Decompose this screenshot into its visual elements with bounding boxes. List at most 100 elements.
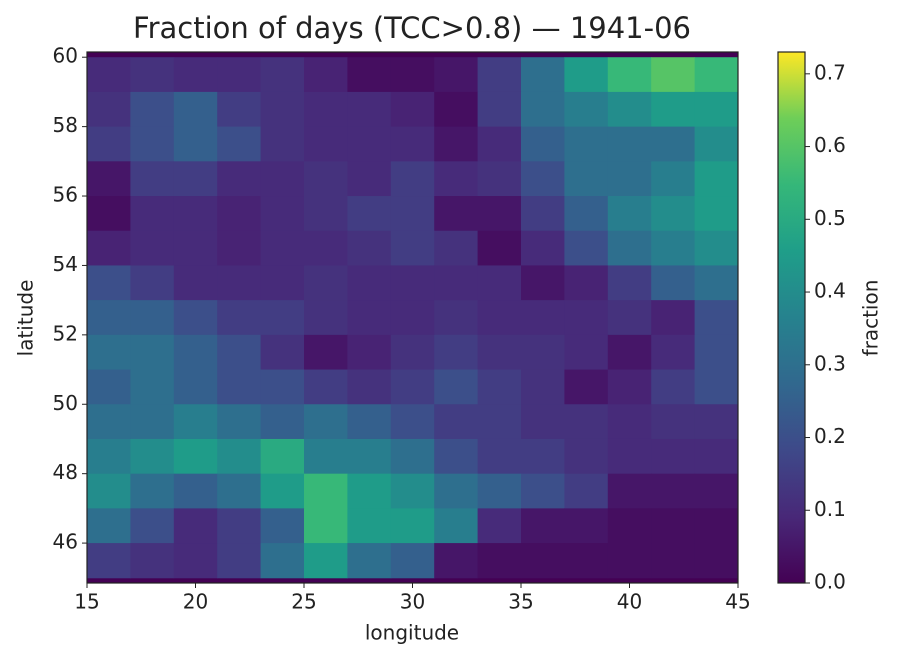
y-tick-label: 48 [53, 460, 78, 484]
cell [260, 265, 305, 301]
cell [434, 369, 479, 405]
cell [434, 438, 479, 475]
cell [347, 230, 392, 266]
colorbar-label: fraction [859, 280, 883, 357]
cell [260, 334, 305, 371]
cell [477, 438, 522, 475]
y-tick-label: 60 [53, 44, 78, 68]
cell [607, 300, 652, 336]
cell [130, 161, 175, 197]
cell [434, 473, 479, 509]
cell [477, 196, 522, 232]
cell [694, 508, 738, 544]
cell [260, 300, 305, 336]
x-tick-label: 25 [291, 590, 316, 614]
cell [477, 230, 522, 266]
cell [173, 265, 218, 301]
cell [130, 473, 175, 509]
cell [217, 543, 262, 579]
cell [130, 126, 175, 162]
cell [87, 161, 131, 197]
cell [173, 438, 218, 475]
cell [607, 196, 652, 232]
cell [87, 91, 131, 128]
cell [304, 265, 348, 301]
cell [87, 265, 131, 301]
colorbar-tick-label: 0.0 [814, 570, 846, 594]
cell [564, 57, 609, 93]
cell [87, 57, 131, 93]
cell [651, 57, 696, 93]
cell [694, 265, 738, 301]
cell [607, 334, 652, 371]
cell [390, 126, 435, 162]
cell [87, 230, 131, 266]
cell [607, 369, 652, 405]
cell [173, 230, 218, 266]
cell [477, 473, 522, 509]
cell [521, 334, 565, 371]
x-tick-label: 45 [725, 590, 750, 614]
cell [434, 126, 479, 162]
cell [130, 543, 175, 579]
x-tick-label: 30 [400, 590, 425, 614]
cell [651, 404, 696, 440]
colorbar-tick-label: 0.4 [814, 279, 846, 303]
cell [694, 196, 738, 232]
x-tick-label: 40 [617, 590, 642, 614]
cell [694, 300, 738, 336]
cell [607, 404, 652, 440]
cell [130, 334, 175, 371]
cell [130, 404, 175, 440]
cell [477, 334, 522, 371]
cell [694, 57, 738, 93]
cell [607, 230, 652, 266]
cell [434, 91, 479, 128]
cell [390, 543, 435, 579]
cell [130, 508, 175, 544]
cell [304, 300, 348, 336]
y-tick-label: 52 [53, 321, 78, 345]
cell [434, 265, 479, 301]
cell [347, 334, 392, 371]
cell [564, 369, 609, 405]
cell [304, 508, 348, 544]
cell [130, 91, 175, 128]
cell [217, 91, 262, 128]
cell [477, 126, 522, 162]
cell [651, 438, 696, 475]
cell [173, 508, 218, 544]
cell [347, 438, 392, 475]
cell [304, 161, 348, 197]
cell [260, 404, 305, 440]
cell [304, 334, 348, 371]
colorbar-tick-label: 0.6 [814, 133, 846, 157]
cell [87, 404, 131, 440]
cell [390, 196, 435, 232]
cell [651, 473, 696, 509]
colorbar-tick-label: 0.2 [814, 424, 846, 448]
cell [217, 369, 262, 405]
cell [260, 369, 305, 405]
cell [217, 473, 262, 509]
cell [260, 508, 305, 544]
cell [651, 126, 696, 162]
cell [304, 230, 348, 266]
cell [217, 300, 262, 336]
cell [217, 508, 262, 544]
cell [347, 300, 392, 336]
cell [694, 91, 738, 128]
cell [521, 404, 565, 440]
x-axis-label: longitude [365, 621, 459, 645]
cell [607, 543, 652, 579]
cell [564, 438, 609, 475]
cell [694, 230, 738, 266]
cell [390, 265, 435, 301]
cell [260, 161, 305, 197]
cell [347, 369, 392, 405]
cell [130, 369, 175, 405]
cell [217, 334, 262, 371]
cell [390, 91, 435, 128]
cell [390, 438, 435, 475]
x-tick-label: 35 [508, 590, 533, 614]
